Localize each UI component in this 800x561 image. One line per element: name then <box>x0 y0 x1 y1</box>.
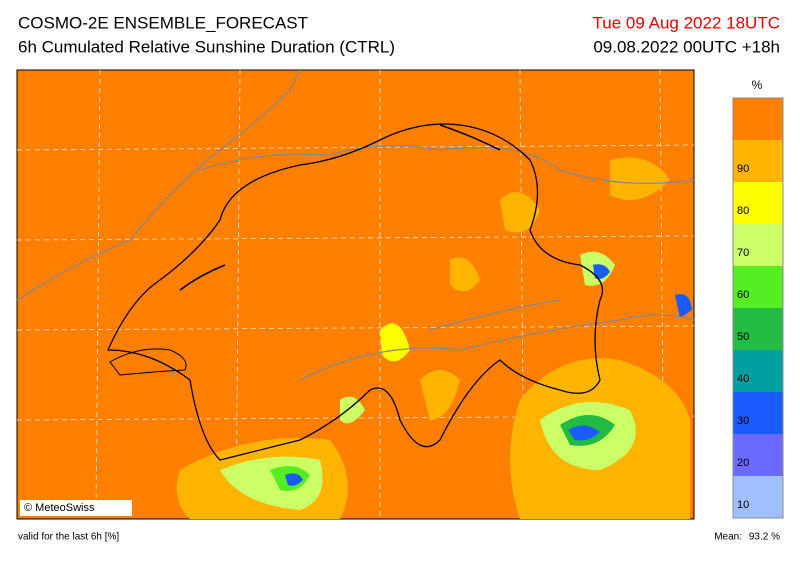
legend-tick-label: 60 <box>737 289 749 301</box>
colorbar-bin <box>733 308 783 350</box>
colorbar: % 10 20 30 40 50 60 70 80 90 <box>732 78 784 519</box>
colorbar-bin <box>733 140 783 182</box>
colorbar-bin <box>733 182 783 224</box>
legend-tick-label: 10 <box>737 499 749 511</box>
credit: © MeteoSwiss <box>24 502 95 514</box>
legend-tick-label: 40 <box>737 373 749 385</box>
colorbar-bin <box>733 350 783 392</box>
map: © MeteoSwiss <box>16 69 695 520</box>
title: COSMO-2E ENSEMBLE_FORECAST <box>18 13 308 32</box>
mean-value: 93.2 % <box>749 532 780 543</box>
credit-box <box>20 500 132 516</box>
swiss-border <box>107 123 604 461</box>
colorbar-bin <box>733 476 783 518</box>
footer-note: valid for the last 6h [%] <box>18 532 119 543</box>
legend-tick-label: 30 <box>737 415 749 427</box>
valid-time: Tue 09 Aug 2022 18UTC <box>593 13 780 32</box>
lake <box>179 264 226 291</box>
sunshine-patches <box>176 157 692 519</box>
lake <box>439 124 501 151</box>
lake <box>109 348 187 376</box>
colorbar-bin <box>733 392 783 434</box>
legend-tick-label: 70 <box>737 247 749 259</box>
subtitle: 6h Cumulated Relative Sunshine Duration … <box>18 37 395 56</box>
borders <box>16 69 695 381</box>
legend-tick-label: 20 <box>737 457 749 469</box>
legend-tick-label: 80 <box>737 205 749 217</box>
run-info: 09.08.2022 00UTC +18h <box>593 37 780 56</box>
legend-tick-label: 90 <box>737 163 749 175</box>
colorbar-frame <box>732 97 784 519</box>
colorbar-bin <box>733 98 783 140</box>
legend-tick-label: 50 <box>737 331 749 343</box>
colorbar-bin <box>733 266 783 308</box>
colorbar-bin <box>733 224 783 266</box>
legend-unit: % <box>752 78 763 92</box>
mean-label: Mean: <box>714 532 742 543</box>
colorbar-bin <box>733 434 783 476</box>
